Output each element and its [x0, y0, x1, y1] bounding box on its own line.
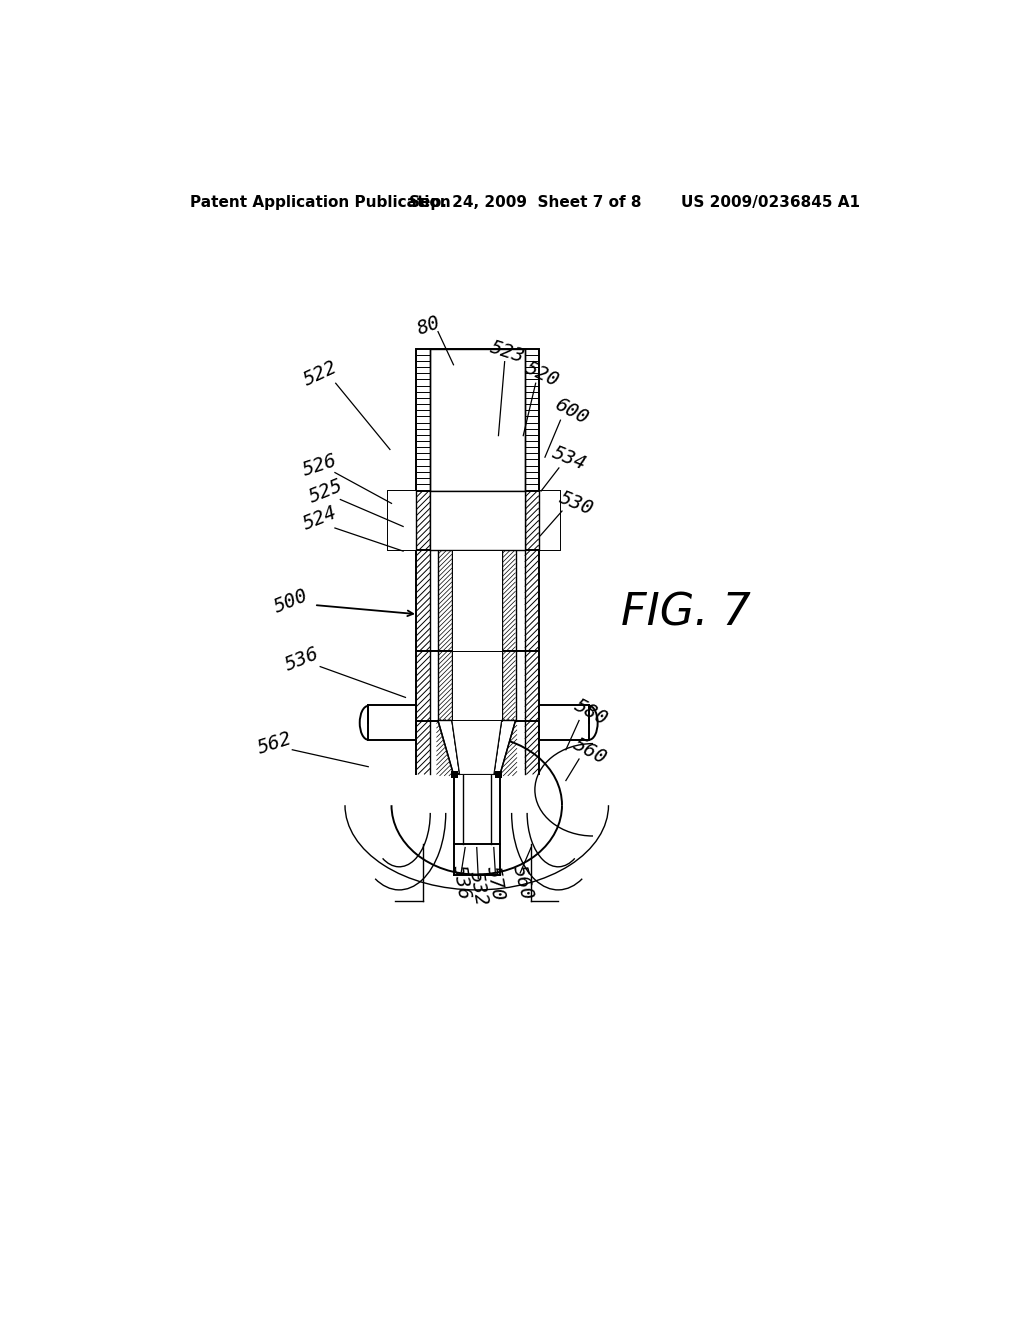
Text: 500: 500: [271, 586, 310, 616]
Text: 532: 532: [466, 870, 490, 907]
Text: FIG. 7: FIG. 7: [622, 591, 751, 634]
Text: 520: 520: [522, 358, 562, 389]
Polygon shape: [452, 721, 502, 775]
Text: 560: 560: [510, 863, 537, 902]
Polygon shape: [452, 651, 502, 721]
Text: Sep. 24, 2009  Sheet 7 of 8: Sep. 24, 2009 Sheet 7 of 8: [409, 195, 641, 210]
Polygon shape: [388, 491, 417, 549]
Text: 570: 570: [483, 865, 508, 903]
Text: 536: 536: [449, 863, 474, 902]
Polygon shape: [369, 705, 417, 739]
Text: 80: 80: [415, 313, 443, 339]
Text: 600: 600: [551, 395, 591, 428]
Text: 560: 560: [570, 735, 610, 768]
Text: 525: 525: [306, 475, 346, 507]
Polygon shape: [388, 491, 560, 549]
Text: 536: 536: [283, 643, 323, 675]
Text: 530: 530: [556, 488, 596, 519]
Text: 534: 534: [550, 444, 590, 474]
Text: 523: 523: [488, 338, 527, 367]
Text: Patent Application Publication: Patent Application Publication: [190, 195, 451, 210]
Text: 526: 526: [300, 450, 340, 479]
Polygon shape: [417, 651, 539, 721]
Polygon shape: [417, 549, 539, 651]
Polygon shape: [452, 771, 458, 779]
Polygon shape: [452, 549, 502, 651]
Text: US 2009/0236845 A1: US 2009/0236845 A1: [681, 195, 859, 210]
Polygon shape: [496, 771, 503, 779]
Text: 580: 580: [571, 696, 611, 730]
Text: 524: 524: [300, 503, 340, 535]
Polygon shape: [438, 721, 460, 775]
Polygon shape: [430, 491, 524, 549]
Text: 562: 562: [256, 729, 295, 758]
Polygon shape: [454, 775, 500, 843]
Polygon shape: [494, 721, 515, 775]
Text: 522: 522: [300, 358, 340, 389]
Polygon shape: [417, 350, 539, 491]
Polygon shape: [539, 705, 589, 739]
Polygon shape: [430, 350, 524, 491]
Polygon shape: [539, 491, 560, 549]
